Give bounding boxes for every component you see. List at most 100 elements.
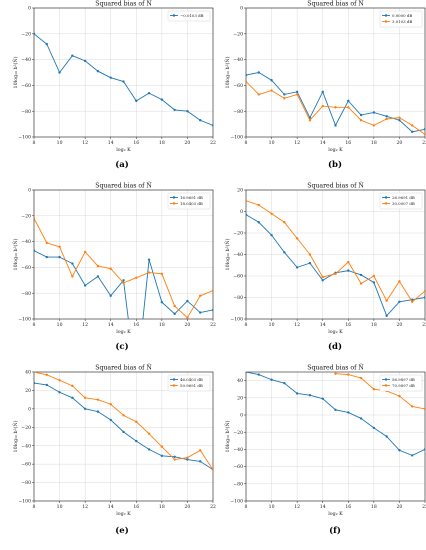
x-tick-label: 14 — [108, 140, 114, 146]
data-point — [246, 73, 248, 77]
data-point — [211, 289, 213, 292]
data-point — [83, 284, 87, 287]
x-tick-label: 20 — [396, 140, 402, 146]
data-point — [398, 300, 401, 303]
data-point — [109, 418, 112, 422]
data-point — [199, 460, 202, 463]
legend-marker — [384, 14, 388, 17]
data-point — [308, 253, 312, 256]
x-tick-label: 22 — [210, 140, 216, 146]
data-point — [385, 314, 388, 317]
plot-frame — [33, 371, 214, 502]
data-point — [135, 99, 138, 103]
data-point — [270, 79, 273, 82]
data-point — [398, 394, 401, 398]
x-tick-label: 22 — [210, 504, 216, 510]
data-point — [96, 275, 100, 278]
y-tick-label: 40 — [25, 370, 31, 376]
legend-box — [167, 374, 211, 392]
data-point — [173, 304, 176, 308]
data-point — [173, 455, 176, 458]
y-tick-label: −60 — [233, 83, 243, 89]
legend-box — [379, 374, 423, 392]
series-1 — [34, 32, 213, 127]
series-2 — [246, 199, 425, 303]
series-line — [34, 382, 213, 471]
data-point — [423, 296, 425, 299]
data-point — [83, 250, 87, 254]
subfigure-caption: (a) — [115, 159, 129, 170]
subfigure-caption: (f) — [329, 525, 341, 536]
data-point — [283, 97, 286, 100]
data-point — [186, 456, 189, 459]
x-tick-label: 12 — [294, 140, 300, 146]
data-point — [385, 115, 388, 118]
chart-panel-f: 8 10 12 14 16 18 20 22 40 20 0 −20 −40 −60 −80 −100 Squa… — [224, 364, 426, 536]
data-point — [160, 301, 164, 304]
y-tick-label: −40 — [21, 239, 31, 245]
x-tick-label: 16 — [345, 322, 351, 328]
y-tick-label: 40 — [237, 378, 243, 384]
data-point — [147, 448, 151, 451]
data-point — [283, 93, 286, 96]
x-tick-label: 18 — [159, 322, 165, 328]
series-2 — [246, 80, 425, 136]
series-1 — [34, 249, 213, 319]
data-point — [270, 233, 273, 237]
plot-frame — [245, 7, 426, 138]
data-point — [96, 398, 100, 401]
data-point — [199, 311, 202, 314]
data-point — [347, 99, 350, 103]
data-point — [83, 59, 87, 63]
chart-panel-c: 8 10 12 14 16 18 20 22 0 −20 −40 −60 −80 −100 Squared … — [12, 182, 216, 352]
data-point — [71, 384, 74, 388]
legend-entry: 0.0000 dB — [392, 13, 412, 18]
data-point — [270, 89, 273, 92]
data-point — [359, 273, 363, 277]
plot-frame — [245, 371, 426, 502]
x-tick-label: 22 — [422, 322, 426, 328]
y-tick-label: −20 — [21, 31, 31, 37]
data-point — [334, 408, 337, 412]
series-1 — [246, 213, 425, 317]
x-tick-label: 20 — [184, 504, 190, 510]
x-tick-label: 20 — [396, 322, 402, 328]
x-tick-label: 16 — [133, 322, 139, 328]
data-point — [246, 213, 248, 216]
data-point — [58, 255, 61, 259]
legend-marker — [384, 20, 388, 23]
data-point — [122, 414, 125, 417]
y-axis-label: 10log₁₀ b²(N̂) — [224, 56, 231, 88]
data-point — [147, 432, 151, 435]
y-tick-label: −100 — [230, 135, 243, 141]
data-point — [372, 124, 376, 127]
data-point — [359, 113, 363, 117]
legend-entry: 30.0007 dB — [392, 201, 415, 206]
data-point — [321, 104, 324, 108]
y-tick-label: −80 — [233, 109, 243, 115]
y-tick-label: −60 — [233, 274, 243, 280]
data-point — [96, 264, 100, 268]
legend-marker — [172, 378, 176, 381]
y-tick-label: −80 — [233, 295, 243, 301]
data-point — [257, 93, 260, 96]
legend-marker — [384, 384, 388, 387]
x-tick-label: 12 — [82, 504, 88, 510]
y-tick-label: 20 — [237, 395, 243, 401]
plot-frame — [33, 189, 214, 320]
legend-box — [167, 10, 211, 22]
data-point — [83, 407, 87, 411]
x-tick-label: 22 — [422, 140, 426, 146]
data-point — [283, 381, 286, 385]
series-2 — [34, 217, 213, 319]
data-point — [359, 119, 363, 122]
y-tick-label: −60 — [21, 265, 31, 271]
data-point — [308, 119, 312, 122]
data-point — [96, 70, 100, 73]
data-point — [257, 203, 260, 207]
data-point — [211, 124, 213, 127]
y-tick-label: −40 — [233, 57, 243, 63]
data-point — [334, 124, 337, 127]
x-tick-label: 16 — [133, 140, 139, 146]
